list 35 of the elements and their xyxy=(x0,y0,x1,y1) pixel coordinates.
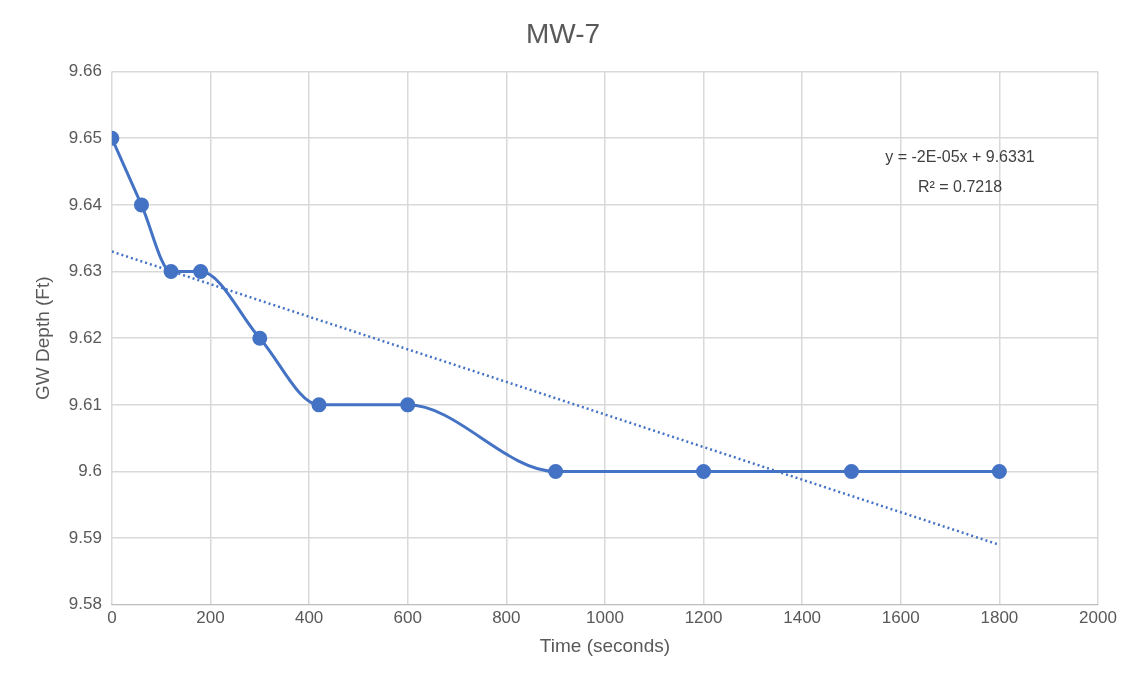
point xyxy=(311,397,327,413)
y-tick-label: 9.58 xyxy=(68,594,102,614)
y-tick-label: 9.6 xyxy=(78,461,102,481)
x-tick-label: 1800 xyxy=(980,607,1019,627)
point xyxy=(252,330,268,346)
y-tick-label: 9.62 xyxy=(68,327,102,347)
point xyxy=(193,264,209,280)
x-tick-label: 800 xyxy=(492,607,521,627)
point xyxy=(133,197,149,213)
annotation: R² = 0.7218 xyxy=(917,177,1003,195)
point xyxy=(991,464,1007,479)
x-tick-label: 0 xyxy=(107,607,117,627)
y-tick-label: 9.64 xyxy=(68,194,102,214)
x-tick-label: 1400 xyxy=(783,607,822,627)
point xyxy=(163,264,179,280)
x-tick-label: 200 xyxy=(196,607,225,627)
point xyxy=(696,464,712,479)
point xyxy=(548,464,564,479)
y-tick-label: 9.63 xyxy=(68,261,102,281)
y-axis-title: GW Depth (Ft) xyxy=(31,276,53,400)
y-tick-label: 9.59 xyxy=(68,527,102,547)
chart-title: MW-7 xyxy=(525,17,601,49)
point xyxy=(400,397,416,413)
x-axis-title: Time (seconds) xyxy=(539,634,671,656)
x-tick-label: 2000 xyxy=(1079,607,1117,627)
annotation: y = -2E-05x + 9.6331 xyxy=(885,147,1035,165)
point xyxy=(843,464,859,479)
x-tick-label: 400 xyxy=(294,607,324,627)
y-tick-label: 9.61 xyxy=(68,394,102,414)
y-tick-label: 9.65 xyxy=(68,127,102,147)
x-tick-label: 1200 xyxy=(684,607,723,627)
x-tick-label: 1600 xyxy=(881,607,920,627)
x-tick-label: 600 xyxy=(393,607,422,627)
x-tick-label: 1000 xyxy=(586,607,624,627)
y-tick-label: 9.66 xyxy=(68,61,102,81)
